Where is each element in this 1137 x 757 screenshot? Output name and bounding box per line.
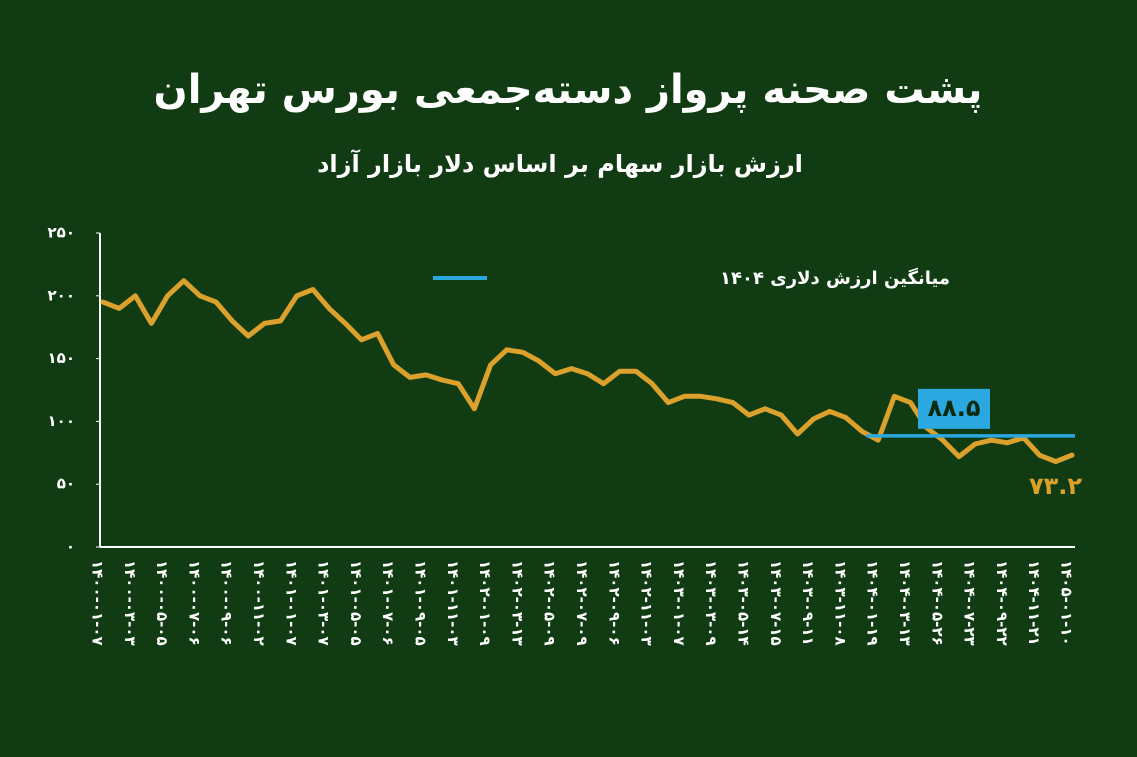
x-tick-label: ۱۴۰۰-۰۳-۰۳ xyxy=(121,560,139,646)
x-tick-label: ۱۴۰۴-۰۷-۲۳ xyxy=(961,560,979,646)
legend-label: میانگین ارزش دلاری ۱۴۰۴ xyxy=(720,267,950,289)
x-tick-label: ۱۴۰۰-۰۷-۰۶ xyxy=(185,560,203,646)
data-line xyxy=(100,278,1075,465)
x-tick-label: ۱۴۰۲-۰۳-۱۳ xyxy=(508,560,526,646)
x-tick-label: ۱۴۰۳-۰۵-۱۴ xyxy=(735,560,753,646)
chart-title: پشت صحنه پرواز دسته‌جمعی بورس تهران xyxy=(154,67,983,113)
x-tick-label: ۱۴۰۳-۰۷-۱۵ xyxy=(767,560,785,646)
x-tick-label: ۱۴۰۱-۰۵-۰۵ xyxy=(347,560,365,646)
x-tick-label: ۱۴۰۱-۱۱-۰۳ xyxy=(444,560,462,646)
x-tick-label: ۱۴۰۲-۰۷-۰۹ xyxy=(573,560,591,646)
y-tick-label: ۲۰۰ xyxy=(48,286,75,304)
x-tick-label: ۱۴۰۴-۰۱-۱۹ xyxy=(864,560,882,646)
x-tick-label: ۱۴۰۵-۰۱-۱۰ xyxy=(1058,560,1076,646)
chart-subtitle: ارزش بازار سهام بر اساس دلار بازار آزاد xyxy=(317,149,803,178)
x-tick-label: ۱۴۰۲-۰۵-۰۹ xyxy=(541,560,559,646)
y-tick-label: ۱۵۰ xyxy=(48,349,75,367)
x-tick-label: ۱۴۰۱-۰۹-۰۵ xyxy=(412,560,430,646)
x-tick-label: ۱۴۰۲-۰۱-۰۹ xyxy=(476,560,494,646)
x-tick-label: ۱۴۰۰-۰۱-۰۷ xyxy=(89,560,107,646)
x-tick-label: ۱۴۰۳-۰۹-۱۱ xyxy=(799,560,817,646)
x-tick-label: ۱۴۰۳-۱۱-۰۸ xyxy=(831,560,849,646)
x-tick-label: ۱۴۰۰-۰۵-۰۵ xyxy=(153,560,171,646)
x-tick-label: ۱۴۰۱-۰۷-۰۶ xyxy=(379,560,397,646)
x-tick-label: ۱۴۰۴-۰۹-۲۲ xyxy=(993,560,1011,646)
end-value-label: ۷۳.۲ xyxy=(1029,472,1082,500)
y-tick-label: ۰ xyxy=(66,538,75,556)
y-tick-label: ۱۰۰ xyxy=(48,412,75,430)
x-tick-label: ۱۴۰۱-۰۱-۰۷ xyxy=(282,560,300,646)
y-tick-label: ۵۰ xyxy=(57,475,75,493)
reference-value-label: ۸۸.۵ xyxy=(927,394,980,422)
x-tick-label: ۱۴۰۴-۰۳-۱۳ xyxy=(896,560,914,646)
reference-label-box xyxy=(918,388,990,429)
x-tick-label: ۱۴۰۱-۰۳-۰۷ xyxy=(315,560,333,646)
x-tick-label: ۱۴۰۲-۱۱-۰۳ xyxy=(638,560,656,646)
x-tick-label: ۱۴۰۲-۰۹-۰۶ xyxy=(605,560,623,646)
x-tick-label: ۱۴۰۳-۰۳-۰۹ xyxy=(702,560,720,646)
x-tick-label: ۱۴۰۰-۱۱-۰۲ xyxy=(250,560,268,646)
x-tick-label: ۱۴۰۳-۰۱-۰۷ xyxy=(670,560,688,646)
x-tick-label: ۱۴۰۰-۰۹-۰۶ xyxy=(218,560,236,646)
y-tick-label: ۲۵۰ xyxy=(48,224,75,242)
x-tick-label: ۱۴۰۴-۰۵-۲۶ xyxy=(928,560,946,646)
x-tick-label: ۱۴۰۴-۱۱-۲۱ xyxy=(1025,560,1043,646)
